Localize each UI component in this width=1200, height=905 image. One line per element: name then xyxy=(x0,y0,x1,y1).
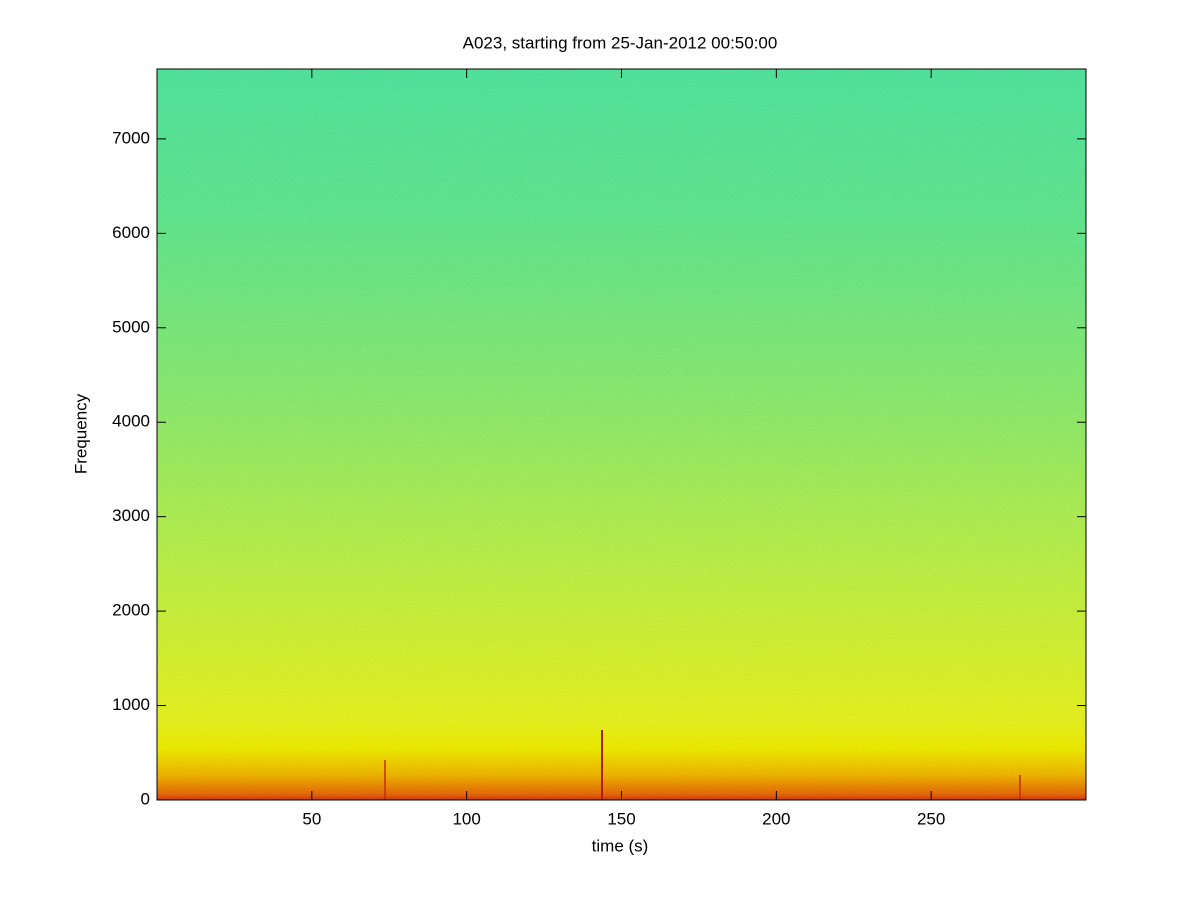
x-tick-label: 250 xyxy=(917,809,945,828)
chart-title: A023, starting from 25-Jan-2012 00:50:00 xyxy=(463,33,778,52)
x-tick-label: 50 xyxy=(302,809,321,828)
y-tick-label: 6000 xyxy=(112,223,150,242)
x-axis-label: time (s) xyxy=(592,836,649,855)
y-tick-label: 4000 xyxy=(112,412,150,431)
y-tick-label: 5000 xyxy=(112,317,150,336)
y-tick-label: 2000 xyxy=(112,601,150,620)
y-tick-label: 0 xyxy=(141,789,150,808)
plot-area xyxy=(156,68,1087,801)
spectrogram-texture xyxy=(157,69,1086,800)
x-tick-label: 100 xyxy=(452,809,480,828)
y-axis-label: Frequency xyxy=(71,393,90,474)
y-tick-label: 1000 xyxy=(112,695,150,714)
x-tick-label: 200 xyxy=(762,809,790,828)
y-tick-label: 3000 xyxy=(112,506,150,525)
y-tick-label: 7000 xyxy=(112,128,150,147)
x-tick-label: 150 xyxy=(607,809,635,828)
